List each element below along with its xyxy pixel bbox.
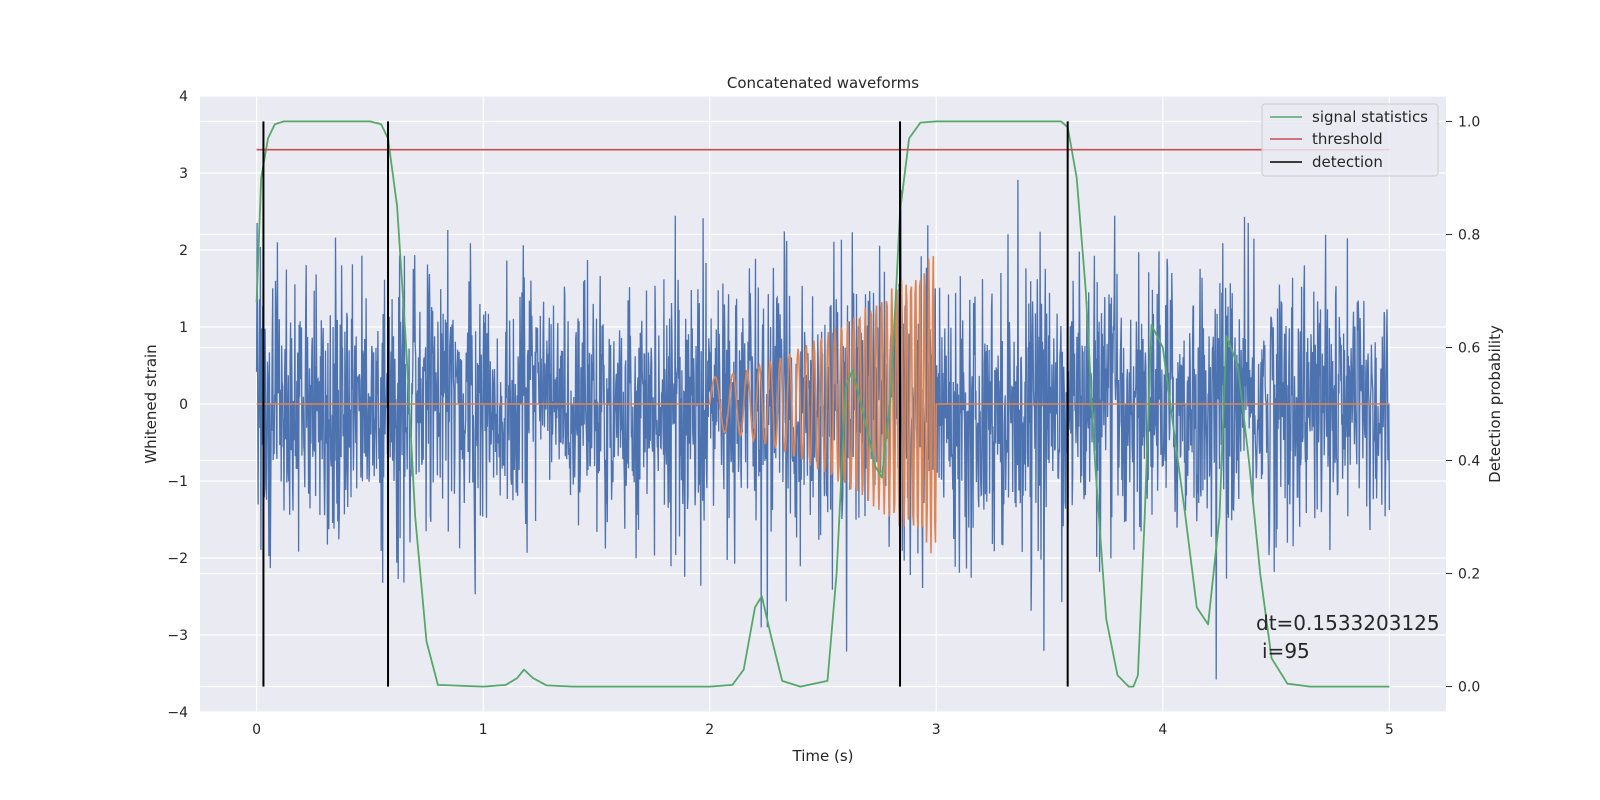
x-tick-label: 1 <box>479 722 488 738</box>
y-tick-label: 0 <box>179 397 188 413</box>
y-tick-label: 4 <box>179 89 188 105</box>
y-tick-label: 3 <box>179 166 188 182</box>
annotation-dt: dt=0.1533203125 <box>1256 611 1440 635</box>
annotations: dt=0.1533203125 i=95 <box>1256 611 1440 663</box>
y-tick-label: 1 <box>179 320 188 336</box>
y-tick-label: −2 <box>167 551 188 567</box>
legend-label-detection: detection <box>1312 153 1383 171</box>
legend: signal statistics threshold detection <box>1261 103 1439 177</box>
signal-statistics-line <box>255 120 1390 688</box>
y-axis-right-label: Detection probability <box>1486 325 1504 483</box>
y-right-tick-label: 0.0 <box>1458 680 1480 696</box>
chirp-series-line <box>256 256 1390 554</box>
chart-title: Concatenated waveforms <box>727 74 919 92</box>
tick-labels: 0 1 2 3 4 5 −4 −3 −2 −1 0 1 2 3 4 0.0 0.2 0.4 0.6 0.8 1.0 <box>167 89 1480 738</box>
x-axis-label: Time (s) <box>792 747 854 765</box>
legend-label-threshold: threshold <box>1312 130 1383 148</box>
y-right-tick-label: 0.8 <box>1458 227 1480 243</box>
x-tick-label: 4 <box>1158 722 1167 738</box>
y-tick-label: 2 <box>179 243 188 259</box>
x-tick-label: 5 <box>1385 722 1394 738</box>
y-right-tick-label: 0.6 <box>1458 340 1480 356</box>
y-tick-label: −4 <box>167 705 188 721</box>
annotation-index: i=95 <box>1262 639 1310 663</box>
x-tick-label: 2 <box>705 722 714 738</box>
legend-label-signal: signal statistics <box>1312 108 1428 126</box>
y-axis-label: Whitened strain <box>142 344 160 463</box>
y-right-tick-label: 0.4 <box>1458 454 1480 470</box>
x-tick-label: 0 <box>252 722 261 738</box>
y-tick-label: −3 <box>167 628 188 644</box>
x-tick-label: 3 <box>932 722 941 738</box>
y-right-tick-label: 1.0 <box>1458 114 1480 130</box>
y-right-tick-label: 0.2 <box>1458 567 1480 583</box>
series-layer <box>255 120 1391 688</box>
legend-box <box>1261 103 1439 177</box>
y-tick-label: −1 <box>167 474 188 490</box>
